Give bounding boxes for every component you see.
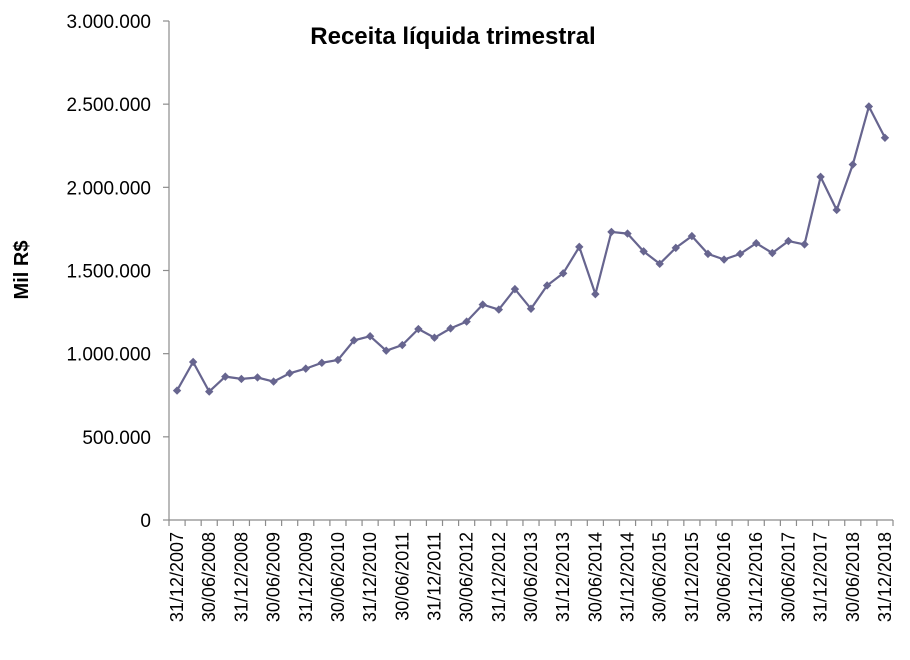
data-point bbox=[880, 133, 890, 142]
data-point bbox=[510, 284, 520, 294]
x-tick-label: 30/06/2009 bbox=[264, 532, 284, 622]
data-point bbox=[655, 259, 664, 269]
data-point bbox=[687, 231, 697, 241]
x-tick-label: 31/12/2010 bbox=[360, 532, 380, 622]
data-point bbox=[832, 205, 841, 215]
y-tick-label: 500.000 bbox=[82, 428, 151, 449]
data-point bbox=[221, 372, 230, 381]
data-point bbox=[205, 387, 214, 396]
x-tick-label: 30/06/2010 bbox=[328, 532, 348, 622]
x-tick-label: 31/12/2007 bbox=[167, 532, 187, 622]
data-point bbox=[237, 374, 246, 384]
data-point bbox=[864, 102, 874, 111]
data-point bbox=[446, 324, 455, 333]
y-tick-label: 2.500.000 bbox=[66, 95, 151, 116]
data-point bbox=[591, 289, 600, 299]
y-tick-label: 0 bbox=[140, 511, 151, 532]
x-tick-label: 31/12/2011 bbox=[424, 532, 444, 621]
x-tick-label: 30/06/2012 bbox=[457, 532, 477, 622]
data-point bbox=[703, 249, 713, 259]
series-line bbox=[176, 103, 886, 394]
data-point bbox=[414, 324, 423, 334]
data-point bbox=[333, 355, 343, 365]
y-tick-label: 1.500.000 bbox=[66, 262, 151, 283]
y-tick-label: 3.000.000 bbox=[66, 12, 151, 33]
data-point bbox=[526, 304, 536, 313]
x-tick-label: 30/06/2008 bbox=[199, 532, 219, 622]
data-point bbox=[188, 357, 198, 367]
x-ticks: 31/12/2007 30/06/2008 31/12/2008 30/06/2009… bbox=[167, 520, 895, 622]
data-point bbox=[349, 336, 359, 345]
data-point bbox=[671, 243, 680, 253]
data-point bbox=[623, 229, 632, 238]
x-tick-label: 31/12/2014 bbox=[618, 532, 638, 622]
x-tick-label: 31/12/2008 bbox=[231, 532, 251, 622]
data-point bbox=[269, 377, 278, 386]
x-tick-label: 31/12/2016 bbox=[746, 532, 766, 622]
data-point bbox=[285, 369, 294, 378]
data-point bbox=[478, 300, 487, 309]
data-point bbox=[607, 227, 616, 237]
x-tick-label: 30/06/2015 bbox=[650, 532, 670, 622]
data-point bbox=[800, 240, 809, 249]
x-tick-label: 31/12/2015 bbox=[682, 532, 702, 622]
data-point bbox=[494, 305, 504, 314]
x-tick-label: 30/06/2011 bbox=[392, 532, 412, 621]
data-point bbox=[365, 332, 375, 341]
x-tick-label: 31/12/2013 bbox=[553, 532, 573, 622]
x-tick-label: 31/12/2009 bbox=[296, 532, 316, 622]
x-tick-label: 30/06/2013 bbox=[521, 532, 541, 622]
data-point bbox=[752, 239, 761, 248]
y-ticks: 0 500.000 1.000.000 1.500.000 2.000.000 2.500… bbox=[66, 12, 169, 532]
data-point bbox=[317, 358, 327, 368]
data-point bbox=[172, 386, 182, 395]
data-point bbox=[462, 317, 471, 326]
x-tick-label: 30/06/2017 bbox=[778, 532, 798, 622]
data-point bbox=[430, 333, 439, 342]
y-tick-label: 2.000.000 bbox=[66, 178, 151, 199]
y-axis-label: Mil R$ bbox=[11, 241, 33, 300]
x-tick-label: 31/12/2018 bbox=[875, 532, 895, 622]
data-point bbox=[301, 364, 310, 373]
data-point bbox=[253, 373, 262, 382]
chart-title: Receita líquida trimestral bbox=[310, 23, 595, 50]
data-point bbox=[398, 340, 407, 350]
data-point bbox=[542, 281, 552, 290]
series-markers bbox=[172, 102, 890, 396]
x-tick-label: 30/06/2018 bbox=[843, 532, 863, 622]
x-tick-label: 30/06/2014 bbox=[585, 532, 605, 622]
data-point bbox=[639, 247, 648, 256]
data-point bbox=[382, 346, 391, 355]
x-tick-label: 31/12/2017 bbox=[811, 532, 831, 622]
data-point bbox=[768, 248, 777, 258]
x-tick-label: 31/12/2012 bbox=[489, 532, 509, 622]
data-point bbox=[784, 236, 793, 246]
data-point bbox=[719, 255, 729, 264]
data-point bbox=[816, 172, 825, 182]
data-point bbox=[575, 242, 584, 252]
data-point bbox=[848, 160, 857, 169]
data-point bbox=[735, 249, 745, 259]
x-tick-label: 30/06/2016 bbox=[714, 532, 734, 622]
data-point bbox=[558, 269, 568, 278]
y-tick-label: 1.000.000 bbox=[66, 345, 151, 366]
